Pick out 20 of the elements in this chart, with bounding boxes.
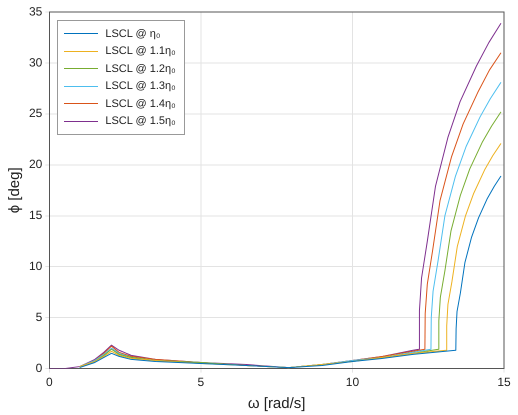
x-tick-label: 10	[346, 375, 360, 390]
y-tick-label: 10	[28, 259, 43, 274]
legend-label: LSCL @ 1.2η₀	[105, 62, 176, 75]
x-tick-label: 5	[198, 375, 205, 390]
legend-label: LSCL @ 1.5η₀	[105, 115, 176, 128]
y-tick-label: 30	[28, 55, 43, 70]
y-tick-label: 5	[36, 310, 43, 324]
x-tick-label: 0	[46, 375, 54, 390]
y-tick-label: 0	[36, 360, 43, 375]
y-tick-label: 35	[28, 4, 43, 18]
legend-label: LSCL @ 1.3η₀	[105, 80, 176, 92]
y-tick-label: 15	[28, 208, 43, 222]
y-tick-label: 20	[28, 157, 43, 172]
x-tick-label: 15	[497, 375, 511, 390]
y-tick-label: 25	[28, 106, 43, 120]
legend-label: LSCL @ η₀	[105, 28, 160, 40]
x-axis-title: ω [rad/s]	[248, 395, 306, 412]
legend-label: LSCL @ 1.1η₀	[105, 45, 176, 58]
legend-label: LSCL @ 1.4η₀	[105, 98, 176, 110]
y-axis-title: ϕ [deg]	[6, 167, 24, 214]
